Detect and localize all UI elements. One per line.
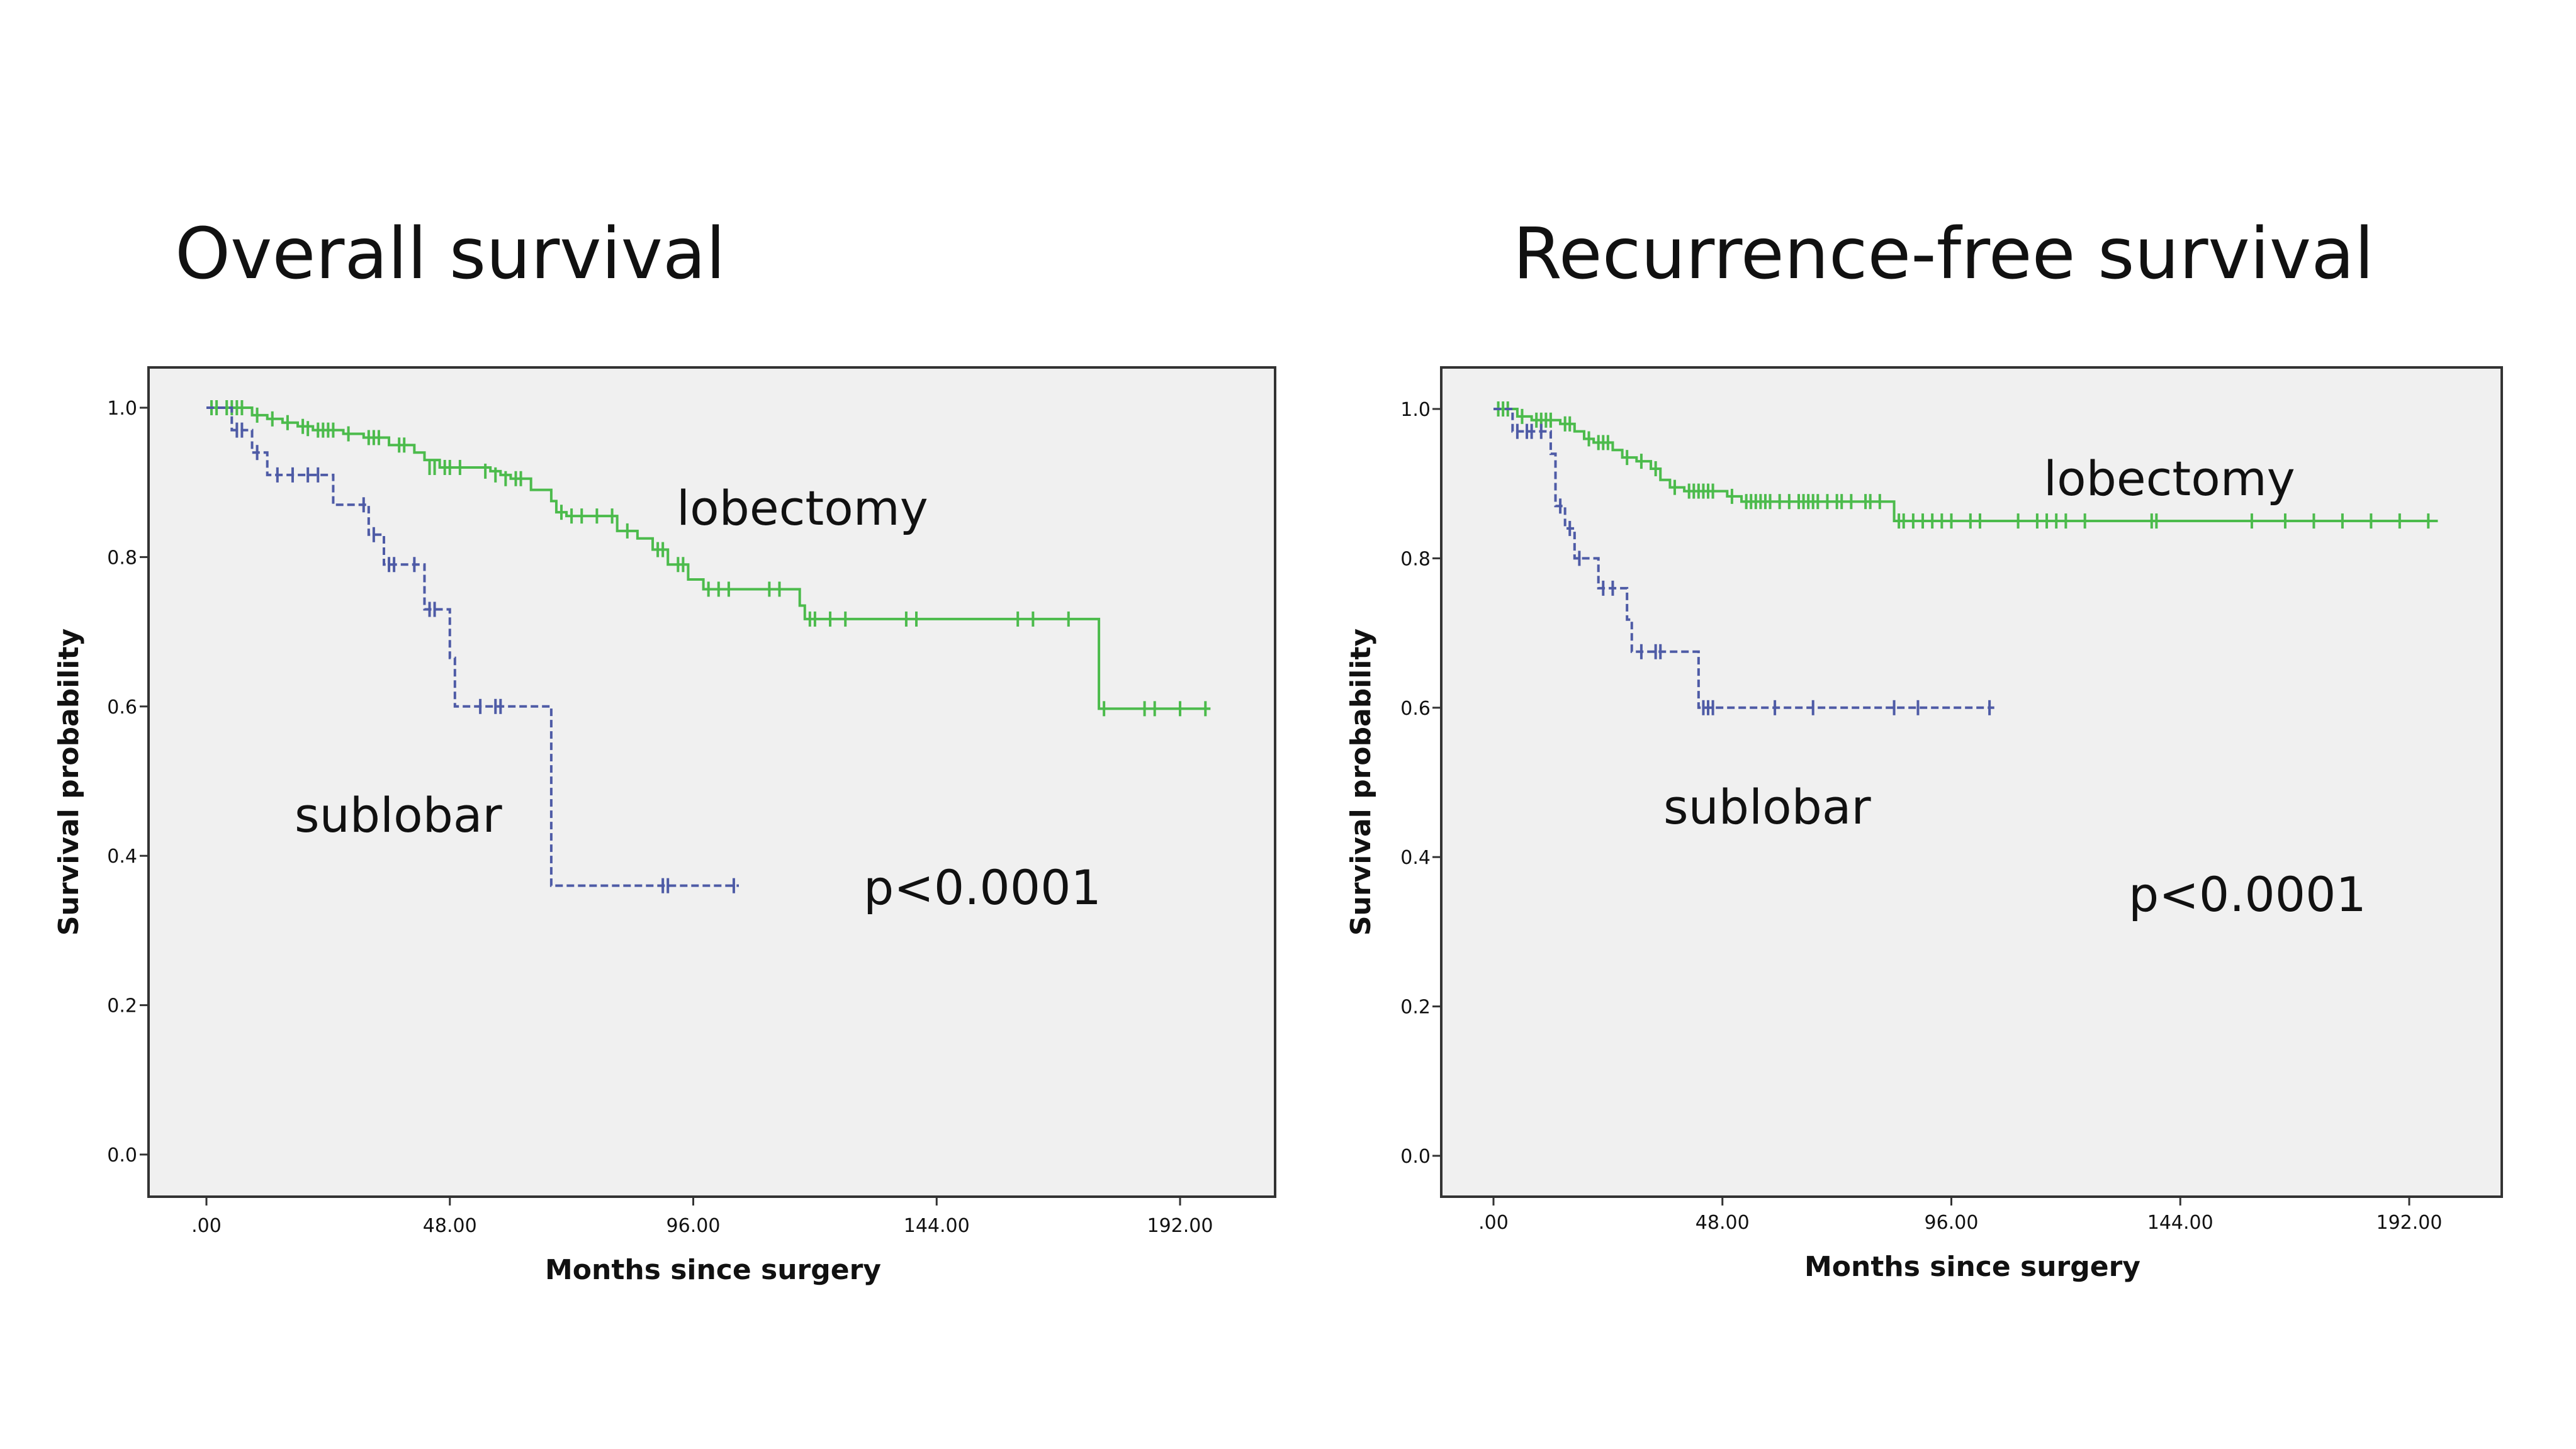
panel-recurrence-free-survival: Recurrence-free survival 0.0 0.2 0.4 0.6 0.8… — [1345, 213, 2503, 1283]
y-tick-label: 1.0 — [107, 398, 137, 420]
y-tick-label: 0.0 — [1400, 1146, 1431, 1168]
series-label-lobectomy: lobectomy — [2044, 450, 2295, 506]
x-tick-label: .00 — [191, 1215, 222, 1237]
p-value: p<0.0001 — [863, 859, 1101, 915]
panel-title: Recurrence-free survival — [1513, 213, 2374, 295]
y-axis-label: Survival probability — [53, 629, 85, 936]
series-group — [206, 400, 1211, 893]
x-tick-label: 48.00 — [423, 1215, 477, 1237]
y-axis: 0.0 0.2 0.4 0.6 0.8 1.0 — [107, 398, 149, 1166]
y-axis-label: Survival probability — [1345, 629, 1377, 936]
x-axis: .00 48.00 96.00 144.00 192.00 — [191, 1197, 1213, 1237]
km-curve-sublobar — [1493, 408, 1994, 709]
y-tick-label: 0.4 — [1400, 847, 1431, 869]
y-tick-label: 0.8 — [107, 547, 137, 569]
p-value: p<0.0001 — [2129, 866, 2366, 922]
series-label-lobectomy: lobectomy — [677, 480, 928, 536]
x-axis-label: Months since surgery — [545, 1254, 881, 1286]
panel-title: Overall survival — [175, 213, 726, 295]
x-tick-label: 48.00 — [1696, 1212, 1750, 1234]
x-tick-label: 144.00 — [2147, 1212, 2213, 1234]
km-curve-lobectomy — [206, 406, 1211, 710]
km-curve-lobectomy — [1493, 408, 2438, 523]
x-tick-label: 192.00 — [2376, 1212, 2443, 1234]
x-tick-label: 192.00 — [1147, 1215, 1213, 1237]
x-tick-label: 144.00 — [904, 1215, 970, 1237]
series-group — [1493, 401, 2438, 715]
y-tick-label: 0.8 — [1400, 548, 1431, 570]
y-tick-label: 0.0 — [107, 1144, 137, 1166]
x-tick-label: 96.00 — [1925, 1212, 1979, 1234]
km-curve-sublobar — [206, 406, 740, 887]
y-tick-label: 0.4 — [107, 846, 137, 868]
y-tick-label: 0.2 — [107, 995, 137, 1017]
y-tick-label: 0.2 — [1400, 997, 1431, 1019]
series-label-sublobar: sublobar — [1663, 779, 1871, 835]
y-tick-label: 0.6 — [1400, 698, 1431, 720]
series-label-sublobar: sublobar — [295, 787, 502, 843]
x-tick-label: 96.00 — [666, 1215, 721, 1237]
y-tick-label: 0.6 — [107, 697, 137, 719]
x-axis-label: Months since surgery — [1804, 1251, 2140, 1283]
x-tick-label: .00 — [1478, 1212, 1509, 1234]
panel-overall-survival: Overall survival 0.0 0.2 0.4 0.6 0.8 1.0 .00 4… — [53, 213, 1276, 1286]
plot-area — [1440, 366, 2503, 1198]
y-axis: 0.0 0.2 0.4 0.6 0.8 1.0 — [1400, 399, 1441, 1168]
y-tick-label: 1.0 — [1400, 399, 1431, 421]
x-axis: .00 48.00 96.00 144.00 192.00 — [1478, 1197, 2442, 1234]
